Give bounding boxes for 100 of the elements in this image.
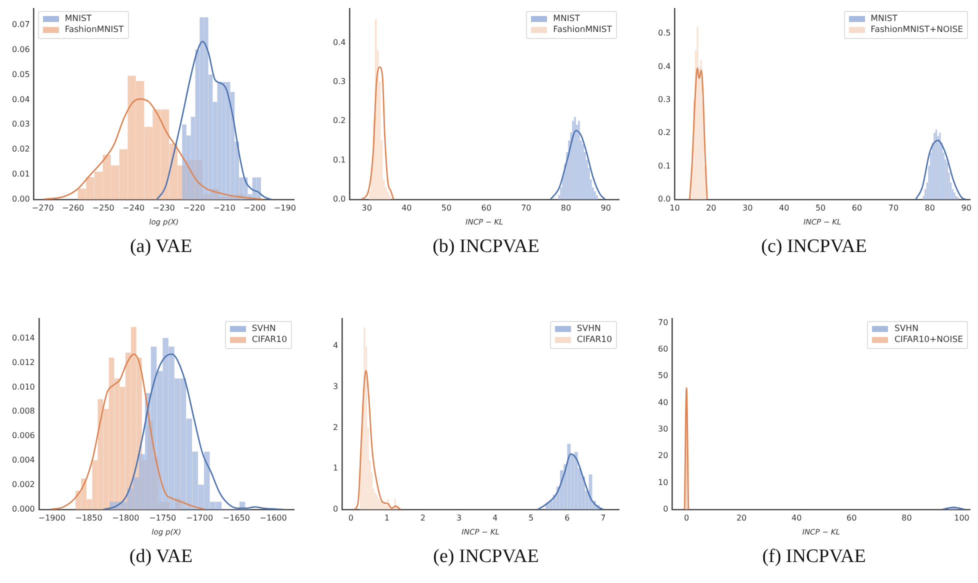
legend-label: FashionMNIST+NOISE <box>870 25 963 36</box>
x-tick-label: 6 <box>564 513 570 522</box>
y-tick-label: 0.010 <box>12 382 35 392</box>
x-tick-label: 30 <box>742 203 753 212</box>
y-tick-label: 0.07 <box>12 20 30 30</box>
text: (a) VAE <box>128 236 194 258</box>
y-tick-label: 0.03 <box>12 120 30 129</box>
x-tick-label: −270 <box>32 203 54 212</box>
x-tick-label: −1650 <box>222 513 250 522</box>
x-tick-label: −210 <box>213 203 236 212</box>
y-tick-label: 0.014 <box>12 333 35 342</box>
legend-label: CIFAR10 <box>576 335 612 346</box>
x-tick-label: 4 <box>492 513 498 522</box>
text: (d) VAE <box>128 546 194 568</box>
y-tick-label: 50 <box>658 371 668 380</box>
legend-label: FashionMNIST <box>553 25 612 36</box>
y-tick-label: 30 <box>658 424 668 434</box>
text: (e) INCPVAE <box>432 546 540 568</box>
x-tick-label: −1850 <box>75 513 102 522</box>
text: (b) INCPVAE <box>432 236 540 258</box>
y-tick-label: 0.06 <box>12 44 30 54</box>
x-tick-label: 7 <box>600 513 606 522</box>
y-tick-label: 0.012 <box>12 358 35 367</box>
y-tick-label: 0.008 <box>12 406 35 416</box>
y-tick-label: 0.4 <box>332 38 346 47</box>
legend-label: CIFAR10+NOISE <box>894 335 963 346</box>
y-tick-label: 0.0 <box>332 194 346 204</box>
x-tick-label: −260 <box>62 203 84 212</box>
x-tick-label: 5 <box>528 513 534 522</box>
x-tick-label: 60 <box>852 203 862 212</box>
x-tick-label: 80 <box>560 203 572 212</box>
x-tick-label: −1800 <box>112 513 140 522</box>
y-tick-label: 0.01 <box>12 170 30 179</box>
y-tick-label: 3 <box>332 382 338 392</box>
x-tick-label: 50 <box>441 203 452 212</box>
y-tick-label: 4 <box>332 341 338 350</box>
x-tick-label: 10 <box>670 203 680 212</box>
x-tick-label: 50 <box>815 203 826 212</box>
legend-label: FashionMNIST <box>64 25 124 36</box>
legend-label: MNIST <box>64 14 92 24</box>
x-tick-label: 70 <box>521 203 532 212</box>
x-tick-label: −190 <box>274 203 296 212</box>
x-tick-label: 90 <box>600 203 611 212</box>
x-tick-label: 80 <box>924 203 935 212</box>
x-tick-label: 40 <box>792 513 802 522</box>
text: (c) INCPVAE <box>760 236 868 258</box>
x-tick-label: 80 <box>902 513 912 522</box>
x-tick-label: 2 <box>420 513 426 522</box>
x-tick-label: −1900 <box>38 513 66 522</box>
x-tick-label: −250 <box>92 203 114 212</box>
y-tick-label: 0.002 <box>12 480 35 490</box>
y-tick-label: 0.2 <box>658 128 671 138</box>
y-tick-label: 60 <box>658 344 668 354</box>
x-tick-label: −1600 <box>260 513 287 522</box>
y-tick-label: 0.4 <box>658 62 671 71</box>
x-tick-label: 100 <box>954 513 970 522</box>
y-tick-label: 1 <box>332 464 338 473</box>
y-tick-label: 40 <box>658 398 668 407</box>
x-tick-label: 40 <box>402 203 412 212</box>
x-tick-label: 20 <box>706 203 716 212</box>
x-tick-label: −1700 <box>186 513 214 522</box>
y-tick-label: 0.2 <box>332 116 346 126</box>
y-tick-label: 0.00 <box>12 194 30 204</box>
y-tick-label: 0 <box>663 504 668 514</box>
x-tick-label: −1750 <box>149 513 176 522</box>
legend-label: SVHN <box>894 324 918 334</box>
x-tick-label: −240 <box>122 203 145 212</box>
x-tick-label: −230 <box>152 203 175 212</box>
y-tick-label: 0.04 <box>12 94 30 104</box>
y-tick-label: 0.3 <box>332 77 346 86</box>
y-tick-label: 0 <box>332 504 338 514</box>
legend-label: MNIST <box>553 14 580 24</box>
legend-label: CIFAR10 <box>252 335 287 346</box>
y-tick-label: 0.02 <box>12 144 30 154</box>
x-tick-label: 30 <box>362 203 372 212</box>
y-tick-label: 0.3 <box>658 95 671 104</box>
x-tick-label: 40 <box>778 203 790 212</box>
y-tick-label: 0.5 <box>658 28 671 38</box>
x-tick-label: 60 <box>846 513 857 522</box>
x-tick-label: 3 <box>456 513 462 522</box>
y-tick-label: 0.1 <box>658 161 671 170</box>
y-tick-label: 0.0 <box>658 194 671 204</box>
y-tick-label: 10 <box>658 478 668 487</box>
y-tick-label: 0.004 <box>12 456 35 465</box>
x-tick-label: 0 <box>348 513 354 522</box>
legend-label: SVHN <box>576 324 601 334</box>
x-tick-label: 70 <box>888 203 899 212</box>
legend-label: SVHN <box>252 324 276 334</box>
y-tick-label: 0.1 <box>332 155 346 164</box>
x-tick-label: 90 <box>961 203 972 212</box>
y-tick-label: 0.05 <box>12 70 30 79</box>
legend-label: MNIST <box>870 14 898 24</box>
y-tick-label: 70 <box>658 318 668 327</box>
y-tick-label: 2 <box>332 422 338 432</box>
y-tick-label: 0.000 <box>12 504 35 514</box>
y-tick-label: 20 <box>658 451 668 460</box>
x-tick-label: 60 <box>481 203 492 212</box>
x-tick-label: 1 <box>384 513 390 522</box>
x-tick-label: −220 <box>183 203 206 212</box>
y-tick-label: 0.006 <box>12 431 35 440</box>
